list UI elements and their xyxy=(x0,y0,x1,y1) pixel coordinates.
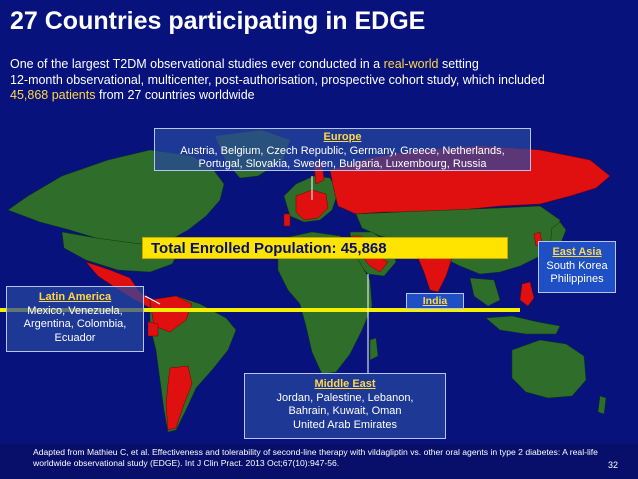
europe-countries-line-1: Austria, Belgium, Czech Republic, German… xyxy=(180,144,505,157)
subtitle-line-1: One of the largest T2DM observational st… xyxy=(10,57,479,71)
latin-america-heading: Latin America xyxy=(38,291,112,303)
latin-america-line-2: Argentina, Colombia, xyxy=(23,318,127,330)
middle-east-line-3: United Arab Emirates xyxy=(293,418,397,431)
portugal-shape xyxy=(283,213,291,227)
east-asia-country-1: South Korea xyxy=(546,259,608,272)
latin-america-callout: Latin America Mexico, Venezuela, Argenti… xyxy=(6,286,144,352)
middle-east-heading: Middle East xyxy=(314,378,376,390)
subtitle-line-3: 45,868 patients from 27 countries worldw… xyxy=(10,88,255,102)
east-asia-heading: East Asia xyxy=(552,246,602,258)
north-america-shape xyxy=(7,149,225,245)
slide-subtitle: One of the largest T2DM observational st… xyxy=(10,57,545,104)
total-enrolled-banner: Total Enrolled Population: 45,868 xyxy=(142,237,508,259)
citation-text: Adapted from Mathieu C, et al. Effective… xyxy=(33,447,598,468)
highlight-real-world: real-world xyxy=(383,57,439,71)
europe-countries-line-2: Portugal, Slovakia, Sweden, Bulgaria, Lu… xyxy=(198,158,487,170)
middle-east-callout: Middle East Jordan, Palestine, Lebanon, … xyxy=(244,373,446,439)
east-asia-callout: East Asia South Korea Philippines xyxy=(538,241,616,293)
southeast-asia-shape xyxy=(469,277,501,307)
middle-east-line-1: Jordan, Palestine, Lebanon, xyxy=(276,391,414,404)
page-number: 32 xyxy=(608,460,619,470)
highlight-patient-count: 45,868 patients xyxy=(10,88,96,102)
east-asia-country-2: Philippines xyxy=(550,273,604,285)
philippines-shape xyxy=(519,281,535,307)
middle-east-line-2: Bahrain, Kuwait, Oman xyxy=(288,405,402,417)
indonesia-shape xyxy=(485,315,561,335)
argentina-shape xyxy=(165,365,193,431)
new-zealand-shape xyxy=(597,395,607,415)
subtitle-line-2: 12-month observational, multicenter, pos… xyxy=(10,72,545,87)
usa-shape xyxy=(61,231,181,273)
pointer-latin-america xyxy=(144,295,161,305)
india-label: India xyxy=(406,293,464,309)
europe-callout: Europe Austria, Belgium, Czech Republic,… xyxy=(154,128,531,171)
latin-america-line-3: Ecuador xyxy=(54,331,96,344)
europe-participating-shape xyxy=(295,189,329,221)
ecuador-shape xyxy=(147,321,159,337)
madagascar-shape xyxy=(369,337,379,361)
europe-heading: Europe xyxy=(323,131,362,143)
australia-shape xyxy=(511,339,587,399)
slide-title: 27 Countries participating in EDGE xyxy=(10,7,426,35)
footer-band xyxy=(0,444,638,479)
latin-america-line-1: Mexico, Venezuela, xyxy=(27,304,123,317)
